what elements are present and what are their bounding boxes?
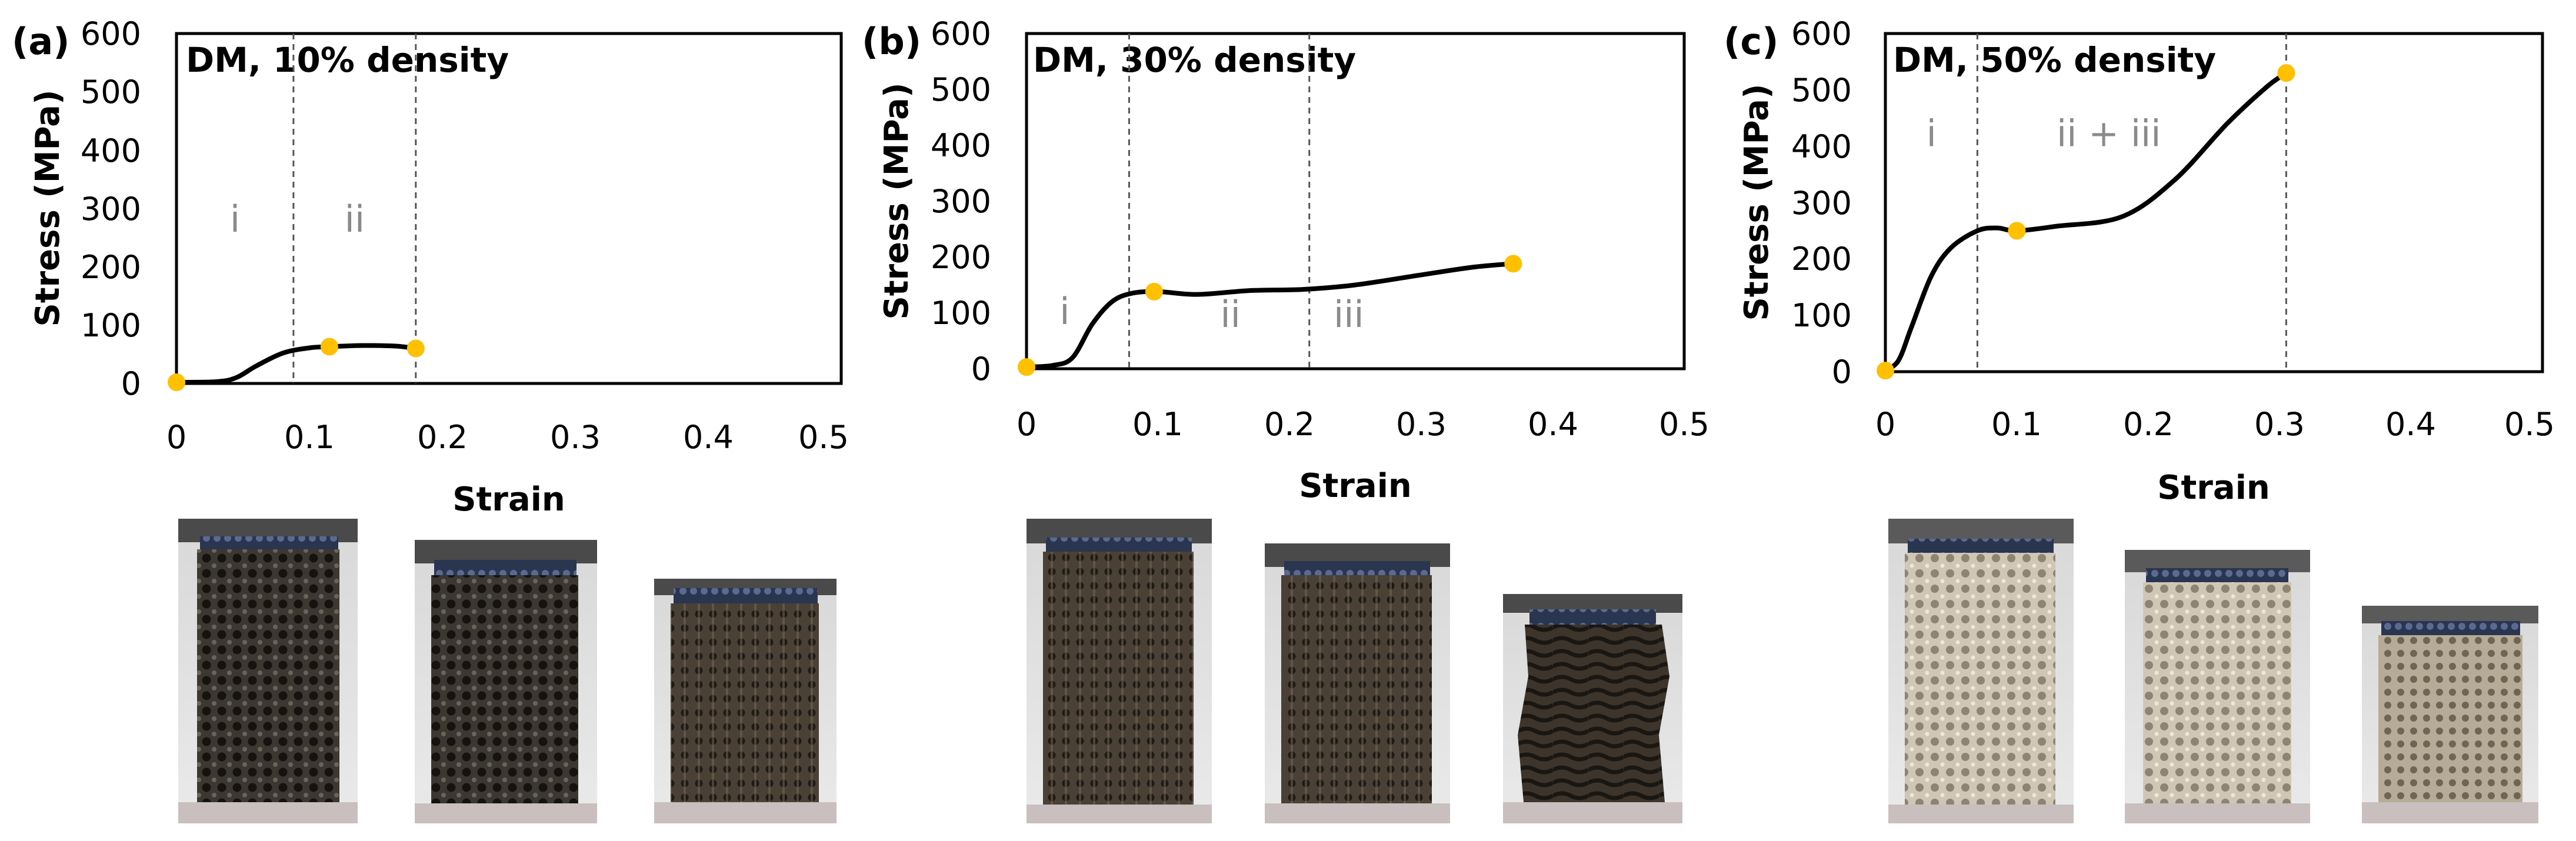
x-tick-label: 0.5 [1659, 406, 1709, 443]
data-point-marker [2277, 64, 2295, 82]
specimen-photo-row [178, 519, 837, 823]
x-tick-label: 0 [166, 419, 186, 456]
data-point-marker [1504, 255, 1522, 273]
x-tick-labels: 0 0.1 0.2 0.3 0.4 0.5 [1875, 406, 2555, 443]
y-tick-label: 0 [1832, 353, 1852, 391]
panel-b: (b) DM, 30% density 0 100 200 300 400 50… [862, 15, 1709, 823]
y-tick-label: 100 [81, 307, 141, 344]
region-label: iii [1334, 293, 1364, 336]
plot-frame [1025, 32, 1686, 371]
y-axis-label: Stress (MPa) [29, 89, 67, 326]
x-tick-label: 0.2 [1264, 406, 1315, 443]
y-tick-label: 500 [81, 74, 141, 111]
region-label: i [230, 198, 240, 241]
x-tick-label: 0.2 [417, 419, 468, 456]
specimen-photo-row [1027, 519, 1682, 823]
specimen-photo [178, 519, 358, 823]
chart-title: DM, 30% density [1033, 40, 1356, 80]
x-tick-label: 0.3 [1396, 406, 1447, 443]
x-tick-label: 0.2 [2123, 406, 2174, 443]
y-tick-label: 500 [1791, 72, 1852, 109]
y-tick-label: 300 [81, 191, 141, 228]
y-tick-labels: 0 100 200 300 400 500 600 [81, 15, 141, 402]
panel-a: (a) DM, 10% density 0 100 200 300 400 50… [12, 15, 849, 823]
y-tick-label: 200 [1791, 241, 1852, 278]
x-axis-label: Strain [452, 480, 565, 519]
plot-frame [175, 32, 843, 385]
y-tick-label: 0 [971, 351, 991, 388]
y-tick-labels: 0 100 200 300 400 500 600 [1791, 15, 1852, 391]
y-axis-label: Stress (MPa) [878, 82, 916, 319]
plot-area: i ii [168, 34, 425, 392]
chart-title: DM, 10% density [186, 40, 509, 80]
specimen-photo [415, 540, 597, 823]
y-tick-label: 600 [931, 15, 991, 52]
y-tick-label: 0 [121, 365, 141, 402]
specimen-photo [2125, 550, 2310, 823]
data-point-marker [1145, 282, 1163, 301]
specimen-photo [1027, 519, 1212, 823]
region-label: i [1927, 112, 1937, 155]
region-label: i [1059, 290, 1069, 333]
region-label: ii + iii [2057, 112, 2161, 155]
x-tick-labels: 0 0.1 0.2 0.3 0.4 0.5 [166, 419, 849, 456]
x-tick-label: 0.1 [1132, 406, 1183, 443]
y-tick-label: 600 [1791, 15, 1852, 52]
plot-area: i ii + iii [1877, 34, 2295, 380]
x-tick-label: 0.5 [2504, 406, 2555, 443]
data-point-marker [168, 373, 185, 392]
x-tick-label: 0.3 [2254, 406, 2305, 443]
y-tick-label: 400 [81, 132, 141, 169]
x-axis-label: Strain [2157, 469, 2270, 507]
y-tick-label: 200 [931, 239, 991, 276]
y-tick-label: 400 [1791, 128, 1852, 165]
x-tick-label: 0.4 [1528, 406, 1578, 443]
panel-label: (a) [12, 20, 70, 63]
y-tick-label: 200 [81, 249, 141, 286]
specimen-photo [654, 579, 837, 823]
y-tick-label: 500 [931, 71, 991, 108]
region-label: ii [1220, 293, 1240, 336]
data-point-marker [1877, 362, 1894, 380]
y-tick-label: 100 [931, 295, 991, 332]
specimen-photo [1265, 543, 1450, 823]
panel-c: (c) DM, 50% density 0 100 200 300 400 50… [1724, 15, 2555, 823]
region-label: ii [345, 198, 365, 241]
x-tick-label: 0.5 [798, 419, 849, 456]
chart-title: DM, 50% density [1893, 40, 2216, 80]
y-tick-label: 300 [1791, 185, 1852, 222]
y-axis-label: Stress (MPa) [1738, 84, 1776, 321]
specimen-photo-row [1888, 519, 2538, 823]
y-tick-label: 400 [931, 127, 991, 164]
x-tick-label: 0 [1875, 406, 1895, 443]
x-tick-label: 0.1 [284, 419, 335, 456]
data-point-marker [320, 338, 338, 356]
x-tick-label: 0.1 [1991, 406, 2042, 443]
x-axis-label: Strain [1299, 467, 1412, 505]
x-tick-label: 0.4 [2385, 406, 2436, 443]
data-point-marker [2008, 222, 2026, 240]
x-tick-labels: 0 0.1 0.2 0.3 0.4 0.5 [1017, 406, 1709, 443]
plot-area: i ii iii [1018, 34, 1522, 376]
x-tick-label: 0.4 [683, 419, 734, 456]
y-tick-label: 600 [81, 15, 141, 52]
specimen-photo [1888, 519, 2074, 823]
plot-frame [1884, 32, 2544, 373]
data-point-marker [406, 339, 425, 358]
specimen-photo [1503, 594, 1682, 823]
stress-strain-curve [1026, 261, 1514, 370]
stress-strain-curve [176, 343, 416, 385]
data-point-marker [1018, 358, 1035, 376]
x-tick-label: 0.3 [550, 419, 601, 456]
y-tick-label: 300 [931, 183, 991, 220]
y-tick-label: 100 [1791, 297, 1852, 334]
y-tick-labels: 0 100 200 300 400 500 600 [931, 15, 991, 388]
panel-label: (b) [862, 20, 921, 63]
x-tick-label: 0 [1017, 406, 1037, 443]
specimen-photo [2362, 606, 2538, 823]
panel-label: (c) [1724, 20, 1778, 63]
